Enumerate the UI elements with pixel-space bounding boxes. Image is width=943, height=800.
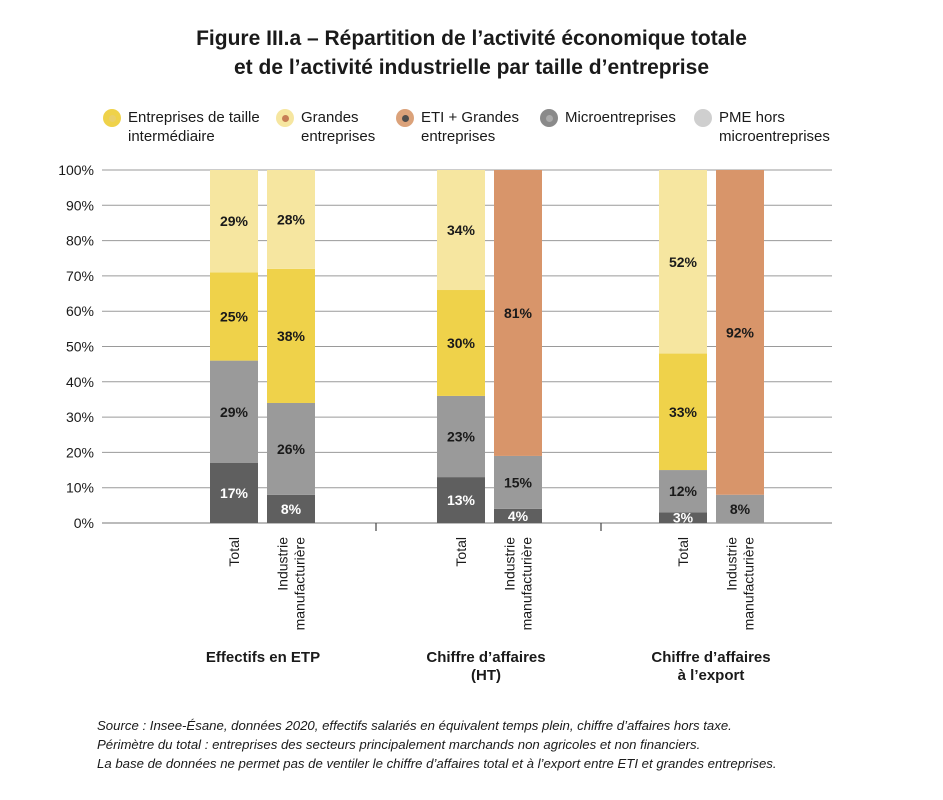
bar-segment-ge xyxy=(267,170,315,269)
bar-segment-micro xyxy=(267,494,315,523)
data-label: 29% xyxy=(220,213,249,229)
data-label: 28% xyxy=(277,211,306,227)
legend-item-eti: Entreprises de taille intermédiaire xyxy=(103,108,260,146)
data-label: 17% xyxy=(220,485,249,501)
legend-label-microentreprises: Microentreprises xyxy=(565,109,676,126)
bar-segment-ge xyxy=(210,170,258,273)
y-tick-label: 100% xyxy=(58,162,94,178)
bar-segment-pme xyxy=(437,395,485,478)
bar-segment-micro xyxy=(210,462,258,523)
bar-category-label: manufacturière xyxy=(741,537,757,631)
bar-segment-pme xyxy=(659,470,707,513)
y-tick-label: 60% xyxy=(66,303,94,319)
legend-label-grandes-entreprises: Grandes entreprises xyxy=(301,109,376,145)
data-label: 26% xyxy=(277,441,306,457)
stacked-bar-chart: 0% 10% 20% 30% 40% 50% 60% 70% 80% 90% 100% 17% 29% 2… xyxy=(58,162,832,684)
bar-segment-ge xyxy=(437,170,485,291)
group-label: Chiffre d’affaires xyxy=(651,649,770,666)
bar-segment-micro xyxy=(659,512,707,523)
y-tick-label: 90% xyxy=(66,197,94,213)
bar-category-label: manufacturière xyxy=(519,537,535,631)
bar-segment-ge xyxy=(659,170,707,354)
legend-item-eti-grandes-entreprises: ETI + Grandes entreprises xyxy=(396,108,519,146)
bar-category-label: Industrie xyxy=(502,537,518,591)
bar-category-label: Total xyxy=(675,537,691,567)
bar-segment-eti xyxy=(659,353,707,471)
data-label: 3% xyxy=(673,510,694,526)
legend-swatch-grandes-entreprises-icon xyxy=(276,109,294,127)
bar-segment-etige xyxy=(494,170,542,456)
bar-segment-eti xyxy=(437,290,485,396)
data-label: 52% xyxy=(669,254,698,270)
data-label: 29% xyxy=(220,404,249,420)
data-label: 8% xyxy=(730,501,751,517)
bar-segment-micro xyxy=(437,477,485,523)
data-label: 15% xyxy=(504,474,533,490)
legend-item-microentreprises: Microentreprises xyxy=(540,108,676,127)
data-label: 25% xyxy=(220,308,249,324)
data-label: 12% xyxy=(669,483,698,499)
y-tick-label: 0% xyxy=(74,515,94,531)
bar-category-label: Industrie xyxy=(724,537,740,591)
source-line-3: La base de données ne permet pas de vent… xyxy=(97,756,777,771)
bar-segment-etige xyxy=(716,170,764,495)
source-line-1: Source : Insee-Ésane, données 2020, effe… xyxy=(97,718,732,733)
bar-category-label: Total xyxy=(453,537,469,567)
group-label: à l’export xyxy=(678,667,745,684)
chart-title-line-2: et de l’activité industrielle par taille… xyxy=(234,56,709,79)
y-tick-label: 30% xyxy=(66,409,94,425)
bar-segment-eti xyxy=(210,272,258,361)
data-label: 8% xyxy=(281,501,302,517)
data-label: 38% xyxy=(277,328,306,344)
bar-category-label: Industrie xyxy=(275,537,291,591)
y-tick-label: 10% xyxy=(66,480,94,496)
y-tick-label: 40% xyxy=(66,374,94,390)
legend-swatch-pme-icon xyxy=(694,109,712,127)
data-label: 23% xyxy=(447,429,476,445)
bar-segment-eti xyxy=(267,268,315,403)
data-label: 30% xyxy=(447,335,476,351)
legend-item-grandes-entreprises: Grandes entreprises xyxy=(276,108,375,146)
source-note: Source : Insee-Ésane, données 2020, effe… xyxy=(97,716,917,773)
legend-swatch-eti-icon xyxy=(103,109,121,127)
legend-swatch-microentreprises-icon xyxy=(540,109,558,127)
data-label: 81% xyxy=(504,305,533,321)
bar-category-label: Total xyxy=(226,537,242,567)
data-label: 13% xyxy=(447,492,476,508)
source-line-2: Périmètre du total : entreprises des sec… xyxy=(97,737,701,752)
data-label: 34% xyxy=(447,222,476,238)
bar-segment-pme xyxy=(210,360,258,463)
chart-title-line-1: Figure III.a – Répartition de l’activité… xyxy=(196,27,747,50)
y-tick-label: 20% xyxy=(66,444,94,460)
y-tick-label: 70% xyxy=(66,268,94,284)
group-label: Effectifs en ETP xyxy=(206,649,320,666)
data-label: 33% xyxy=(669,404,698,420)
bar-category-label: manufacturière xyxy=(292,537,308,631)
bar-segment-pme xyxy=(716,494,764,523)
legend-label-eti: Entreprises de taille intermédiaire xyxy=(128,109,260,145)
bar-segment-micro xyxy=(494,508,542,523)
legend-swatch-eti-grandes-entreprises-icon xyxy=(396,109,414,127)
legend-label-eti-grandes-entreprises: ETI + Grandes entreprises xyxy=(421,109,519,145)
group-label: (HT) xyxy=(471,667,501,684)
legend-item-pme: PME hors microentreprises xyxy=(694,108,830,146)
y-tick-label: 50% xyxy=(66,339,94,355)
data-label: 4% xyxy=(508,508,529,524)
y-tick-label: 80% xyxy=(66,233,94,249)
bar-segment-pme xyxy=(494,455,542,509)
chart-title: Figure III.a – Répartition de l’activité… xyxy=(0,24,943,82)
data-label: 92% xyxy=(726,324,755,340)
legend-label-pme: PME hors microentreprises xyxy=(719,109,830,145)
group-label: Chiffre d’affaires xyxy=(426,649,545,666)
bar-segment-pme xyxy=(267,402,315,495)
